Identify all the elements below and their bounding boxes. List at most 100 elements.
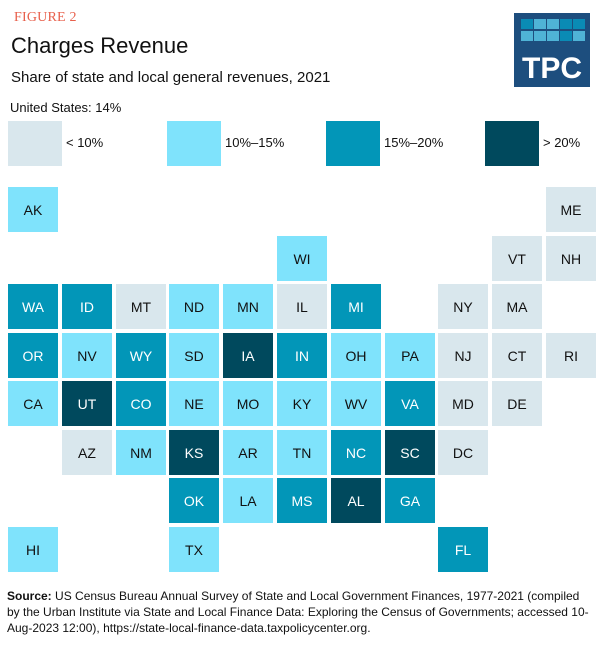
state-tile-nj: NJ	[438, 333, 488, 378]
state-tile-oh: OH	[331, 333, 381, 378]
state-label: LA	[239, 492, 257, 509]
state-label: HI	[26, 541, 40, 558]
state-label: NJ	[454, 347, 472, 364]
state-tile-tn: TN	[277, 430, 327, 475]
state-tile-vt: VT	[492, 236, 542, 281]
state-label: TN	[292, 444, 312, 461]
state-label: ID	[80, 298, 94, 315]
state-tile-de: DE	[492, 381, 542, 426]
legend-label: 10%–15%	[225, 135, 285, 150]
legend-swatch	[326, 121, 380, 166]
state-tile-ca: CA	[8, 381, 58, 426]
state-tile-wy: WY	[116, 333, 166, 378]
source-text: US Census Bureau Annual Survey of State …	[7, 589, 589, 635]
state-label: ND	[183, 298, 205, 315]
state-tile-id: ID	[62, 284, 112, 329]
state-label: UT	[77, 395, 97, 412]
state-label: MI	[348, 298, 364, 315]
state-tile-ne: NE	[169, 381, 219, 426]
state-tile-fl: FL	[438, 527, 488, 572]
state-label: WI	[293, 250, 311, 267]
state-label: SC	[400, 444, 420, 461]
state-tile-ky: KY	[277, 381, 327, 426]
state-label: DC	[452, 444, 474, 461]
state-label: NV	[77, 347, 97, 364]
state-tile-me: ME	[546, 187, 596, 232]
state-tile-ma: MA	[492, 284, 542, 329]
state-tile-wa: WA	[8, 284, 58, 329]
state-label: AK	[23, 201, 43, 218]
state-label: OR	[22, 347, 44, 364]
logo-square	[534, 19, 546, 29]
state-tile-az: AZ	[62, 430, 112, 475]
state-tile-nh: NH	[546, 236, 596, 281]
state-tile-in: IN	[277, 333, 327, 378]
state-tile-ks: KS	[169, 430, 219, 475]
legend-label: < 10%	[66, 135, 104, 150]
state-tile-nv: NV	[62, 333, 112, 378]
state-tile-va: VA	[385, 381, 435, 426]
state-label: FL	[454, 541, 472, 558]
state-tile-md: MD	[438, 381, 488, 426]
state-tile-mo: MO	[223, 381, 273, 426]
state-label: VA	[401, 395, 419, 412]
state-label: WA	[21, 298, 45, 315]
state-label: NY	[453, 298, 473, 315]
state-tile-tx: TX	[169, 527, 219, 572]
state-label: MS	[291, 492, 313, 509]
logo-square	[560, 19, 572, 29]
source-note: Source: US Census Bureau Annual Survey o…	[7, 588, 593, 636]
state-label: IL	[296, 298, 308, 315]
state-label: AL	[347, 492, 365, 509]
state-tile-sc: SC	[385, 430, 435, 475]
state-label: OK	[183, 492, 205, 509]
state-tile-la: LA	[223, 478, 273, 523]
state-tile-co: CO	[116, 381, 166, 426]
state-label: WV	[344, 395, 368, 412]
tpc-logo: TPC	[514, 13, 590, 87]
state-label: ME	[560, 201, 582, 218]
state-label: MT	[130, 298, 152, 315]
logo-square	[573, 19, 585, 29]
state-label: TX	[185, 541, 203, 558]
logo-square	[547, 19, 559, 29]
state-label: AR	[238, 444, 258, 461]
state-label: MA	[506, 298, 528, 315]
logo-square	[521, 31, 533, 41]
state-label: CT	[507, 347, 527, 364]
state-label: NH	[560, 250, 582, 267]
legend-swatch	[167, 121, 221, 166]
state-label: MO	[236, 395, 260, 412]
logo-square	[521, 19, 533, 29]
logo-square	[534, 31, 546, 41]
state-label: IN	[295, 347, 309, 364]
state-tile-ga: GA	[385, 478, 435, 523]
figure-label: FIGURE 2	[14, 10, 77, 25]
logo-square	[573, 31, 585, 41]
state-tile-ar: AR	[223, 430, 273, 475]
state-tile-or: OR	[8, 333, 58, 378]
state-tile-nm: NM	[116, 430, 166, 475]
state-tile-mn: MN	[223, 284, 273, 329]
logo-text: TPC	[522, 52, 582, 85]
state-tile-map: AK ME WI VT NH WA ID MT ND MN IL MI NY MA OR NV WY SD IA IN…	[8, 187, 596, 572]
national-value: United States: 14%	[10, 100, 122, 115]
state-label: GA	[399, 492, 421, 509]
state-label: KY	[292, 395, 312, 412]
state-tile-nc: NC	[331, 430, 381, 475]
state-tile-ia: IA	[223, 333, 273, 378]
legend-swatch	[8, 121, 62, 166]
state-tile-mi: MI	[331, 284, 381, 329]
state-label: DE	[507, 395, 527, 412]
state-label: IA	[241, 347, 255, 364]
state-tile-nd: ND	[169, 284, 219, 329]
state-label: AZ	[78, 444, 96, 461]
state-tile-sd: SD	[169, 333, 219, 378]
state-label: CO	[130, 395, 152, 412]
state-label: NC	[345, 444, 367, 461]
chart-title: Charges Revenue	[11, 33, 189, 58]
state-label: SD	[184, 347, 204, 364]
state-label: WY	[129, 347, 153, 364]
state-tile-ut: UT	[62, 381, 112, 426]
state-tile-ok: OK	[169, 478, 219, 523]
